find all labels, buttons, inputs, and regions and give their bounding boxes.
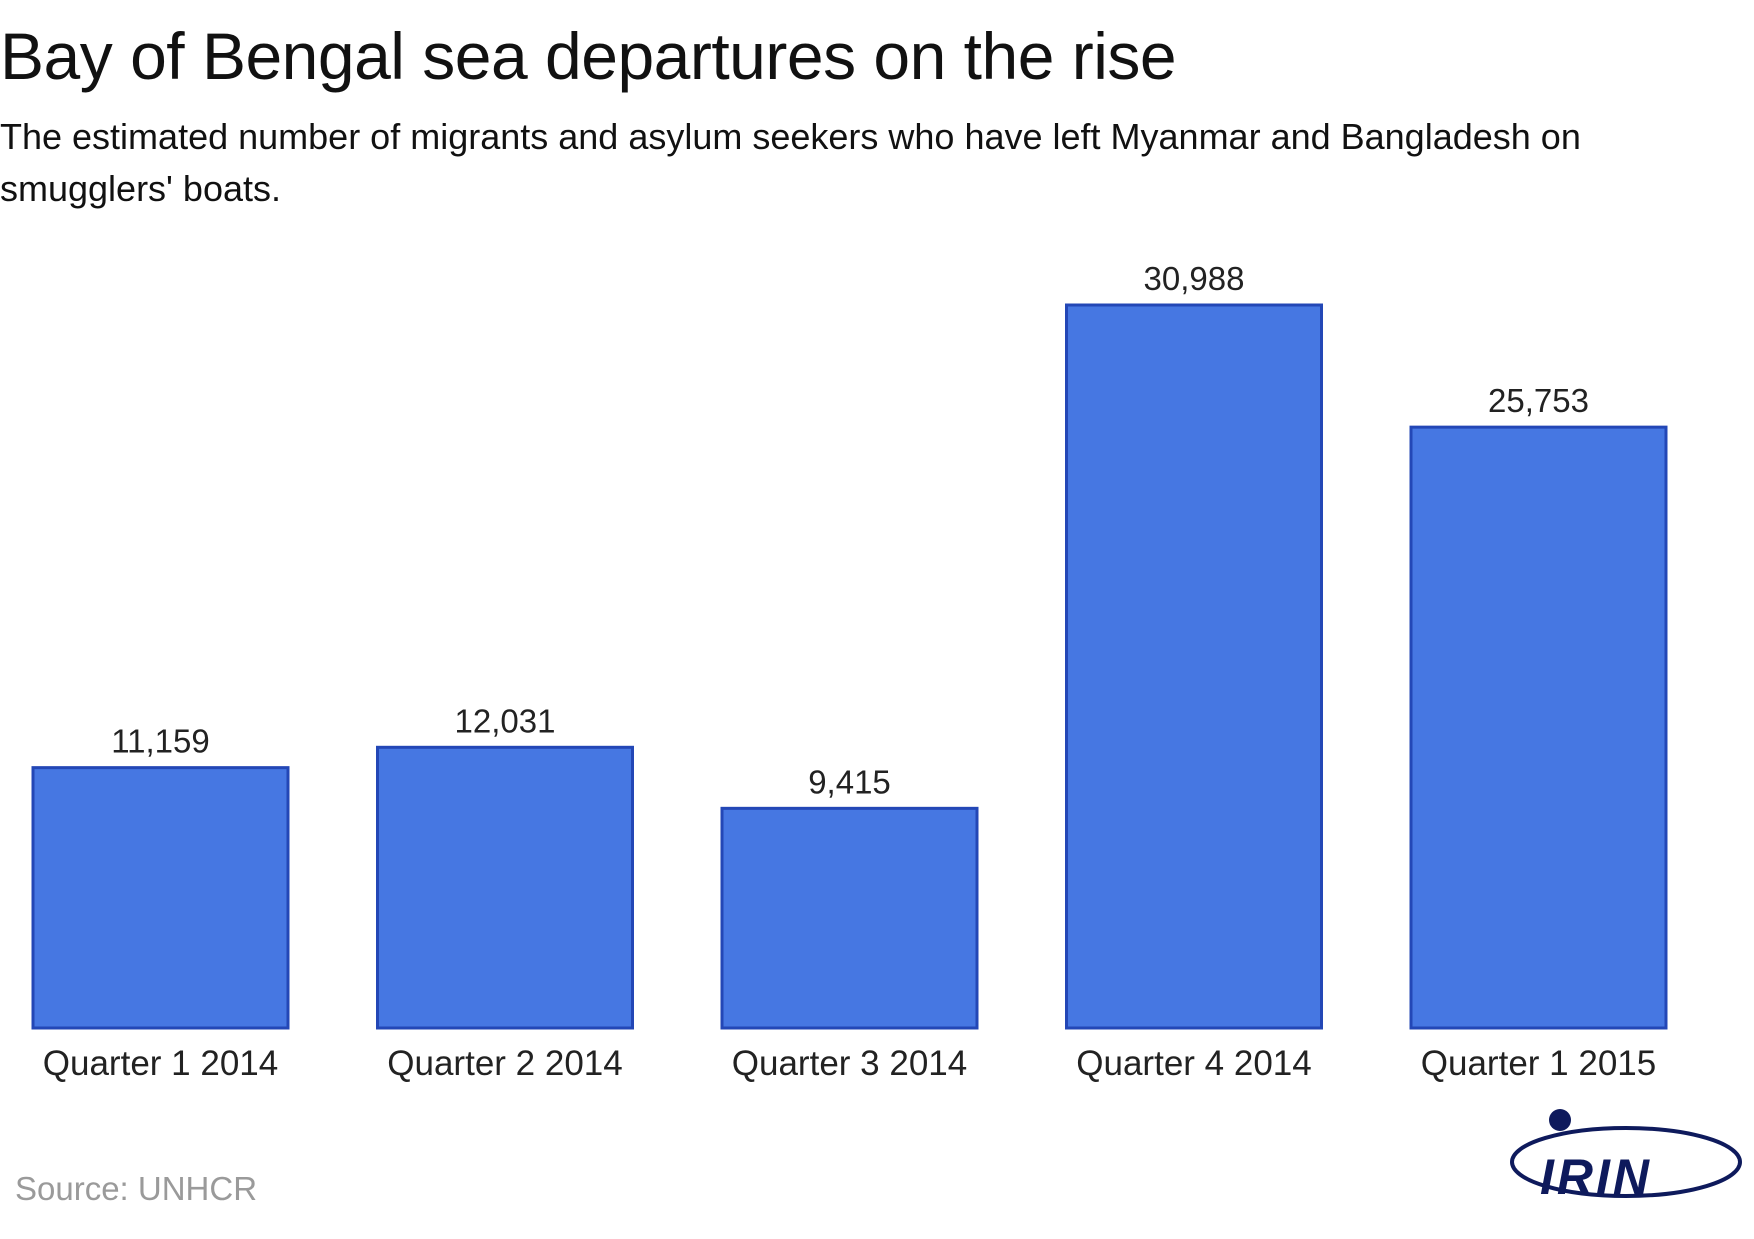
logo-wordmark: IRIN: [1540, 1149, 1652, 1205]
chart-subtitle: The estimated number of migrants and asy…: [0, 116, 1581, 209]
category-label-3: Quarter 3 2014: [732, 1044, 967, 1083]
value-label-2: 12,031: [455, 702, 556, 739]
chart-title: Bay of Bengal sea departures on the rise: [0, 19, 1177, 93]
bar-5: [1409, 425, 1668, 1030]
category-label-4: Quarter 4 2014: [1076, 1044, 1311, 1083]
value-label-3: 9,415: [808, 763, 891, 800]
bar-1: [31, 766, 290, 1030]
category-label-1: Quarter 1 2014: [43, 1044, 278, 1083]
category-label-5: Quarter 1 2015: [1421, 1044, 1656, 1083]
source-note: Source: UNHCR: [15, 1170, 258, 1207]
value-label-4: 30,988: [1144, 260, 1245, 297]
irin-logo: IRIN: [1510, 1109, 1742, 1205]
value-label-5: 25,753: [1488, 382, 1589, 419]
category-label-2: Quarter 2 2014: [387, 1044, 622, 1083]
value-label-1: 11,159: [111, 723, 209, 760]
bar-2: [376, 745, 634, 1030]
bar-4: [1065, 303, 1323, 1030]
bar-3: [720, 806, 979, 1030]
